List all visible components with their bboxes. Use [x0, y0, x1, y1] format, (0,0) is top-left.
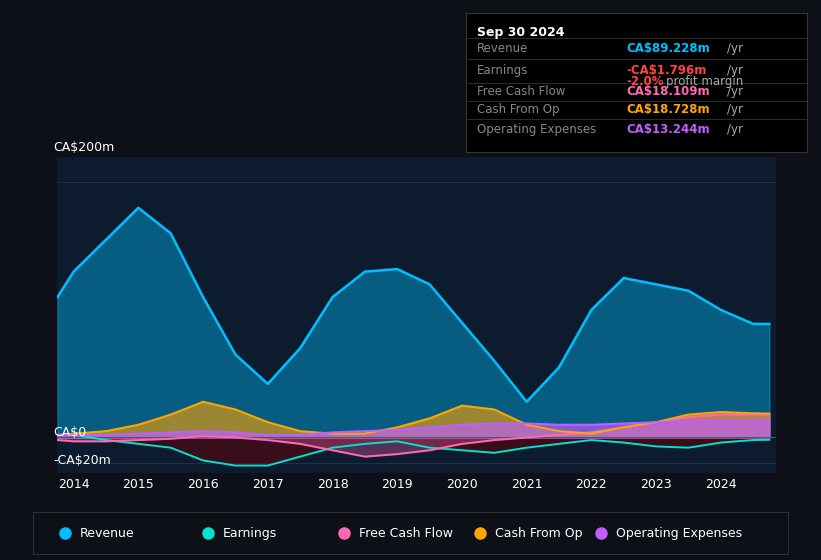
Text: /yr: /yr	[727, 64, 743, 77]
Text: Sep 30 2024: Sep 30 2024	[476, 26, 564, 39]
Text: Revenue: Revenue	[80, 527, 135, 540]
Text: /yr: /yr	[727, 43, 743, 55]
Text: CA$0: CA$0	[53, 427, 86, 440]
Text: -CA$20m: -CA$20m	[53, 454, 111, 466]
Text: /yr: /yr	[727, 123, 743, 136]
Text: CA$18.728m: CA$18.728m	[626, 104, 710, 116]
Text: Operating Expenses: Operating Expenses	[616, 527, 742, 540]
Text: /yr: /yr	[727, 104, 743, 116]
Text: Cash From Op: Cash From Op	[476, 104, 559, 116]
Text: CA$13.244m: CA$13.244m	[626, 123, 710, 136]
Text: profit margin: profit margin	[666, 74, 743, 88]
Text: Earnings: Earnings	[223, 527, 277, 540]
Text: CA$200m: CA$200m	[53, 141, 115, 154]
Text: /yr: /yr	[727, 86, 743, 99]
Text: Cash From Op: Cash From Op	[495, 527, 583, 540]
Text: CA$18.109m: CA$18.109m	[626, 86, 710, 99]
Text: CA$89.228m: CA$89.228m	[626, 43, 710, 55]
Text: -2.0%: -2.0%	[626, 74, 664, 88]
Text: Revenue: Revenue	[476, 43, 528, 55]
Text: Operating Expenses: Operating Expenses	[476, 123, 596, 136]
Text: Free Cash Flow: Free Cash Flow	[476, 86, 565, 99]
Text: -CA$1.796m: -CA$1.796m	[626, 64, 707, 77]
Text: Free Cash Flow: Free Cash Flow	[359, 527, 453, 540]
Text: Earnings: Earnings	[476, 64, 528, 77]
